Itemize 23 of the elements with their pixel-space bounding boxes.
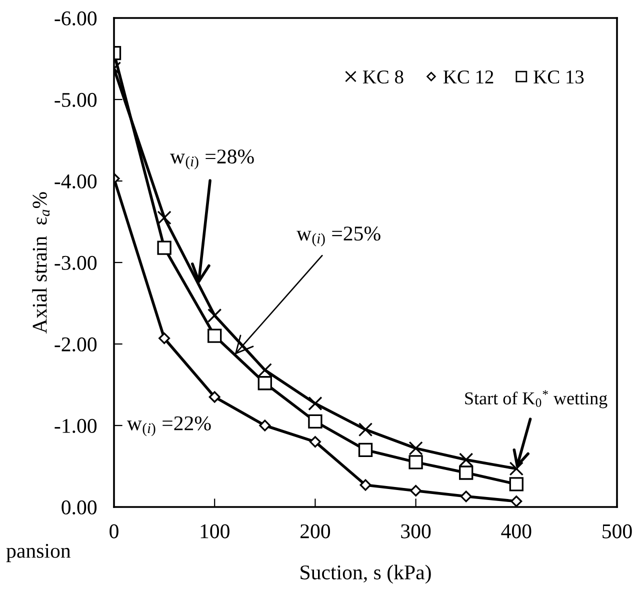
x-tick-label: 200 — [300, 524, 330, 538]
legend-label: KC 13 — [534, 70, 584, 84]
x-tick-label: 300 — [401, 524, 431, 538]
annotation: w$_{(i)}$ =25% — [296, 226, 380, 246]
x-tick-label: 0 — [110, 524, 118, 538]
annotation: w$_{(i)}$ =28% — [170, 150, 254, 170]
y-tick-label: -5.00 — [54, 92, 97, 108]
x-tick-label: 100 — [200, 524, 230, 538]
x-tick-label: 400 — [501, 524, 532, 538]
legend-label: KC 12 — [443, 70, 494, 84]
annotation: w$_{(i)}$ =22% — [126, 416, 211, 436]
x-axis-title: Suction, s (kPa) — [300, 564, 431, 584]
y-tick-label: -3.00 — [54, 256, 97, 270]
y-tick-label: -4.00 — [54, 174, 97, 189]
legend-label: KC 8 — [362, 70, 404, 84]
y-tick-label: 0.00 — [62, 500, 97, 515]
y-tick-label: -1.00 — [54, 418, 97, 434]
annotation: Start of K$_{0}$$^{*}$ wetting — [465, 390, 608, 408]
y-tick-label: -2.00 — [54, 337, 97, 352]
x-tick-label: 500 — [602, 524, 632, 538]
text: pansion — [6, 544, 71, 562]
y-tick-label: -6.00 — [54, 11, 97, 26]
y-axis-title: Axial strain ε$_{a}$% — [32, 192, 50, 334]
